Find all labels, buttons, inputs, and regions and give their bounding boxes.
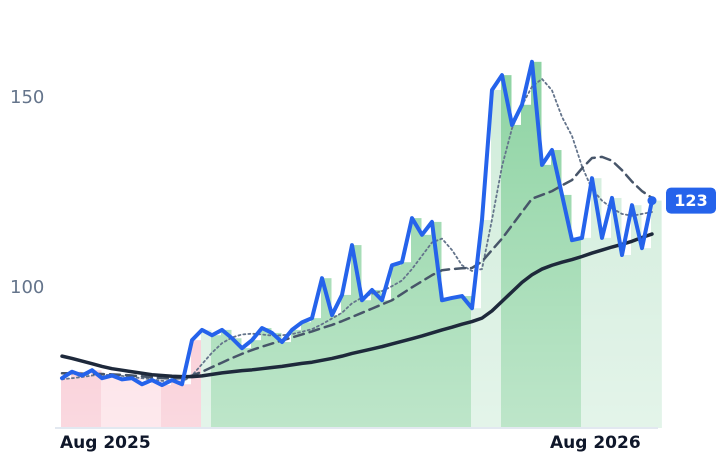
area-fade <box>61 20 661 428</box>
y-tick-label: 150 <box>10 87 44 108</box>
series-line <box>60 155 654 380</box>
value-badge-label: 123 <box>674 191 707 210</box>
x-tick-label: Aug 2025 <box>60 433 151 453</box>
y-tick-label: 100 <box>10 277 44 298</box>
value-badge <box>666 187 716 214</box>
series-line <box>61 78 653 383</box>
series-line <box>60 59 654 388</box>
last-point <box>647 196 657 206</box>
series-line <box>60 232 654 379</box>
x-tick-label: Aug 2026 <box>550 433 641 453</box>
